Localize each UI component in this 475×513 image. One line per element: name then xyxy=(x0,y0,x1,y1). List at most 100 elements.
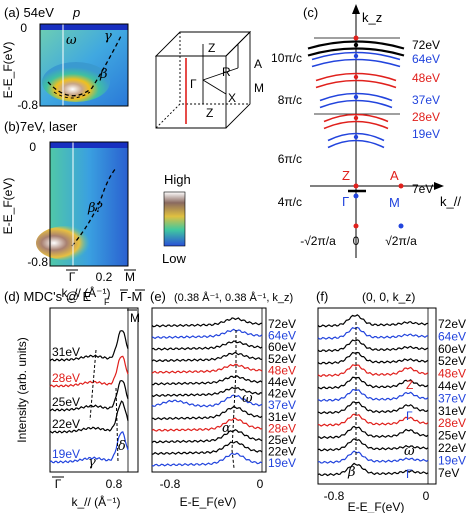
panel-c-energy-19eV: 19eV xyxy=(412,127,440,141)
panel-f-curve-37eV xyxy=(317,388,429,402)
panel-f-label-48eV: 48eV xyxy=(438,367,466,381)
panel-e-label: (e) xyxy=(150,289,166,304)
panel-d-dash-left xyxy=(89,349,97,421)
bz-label-a: A xyxy=(254,57,262,71)
panel-f-curve-19eV xyxy=(317,450,429,464)
panel-b-yaxis: E-E_F(eV) xyxy=(1,178,15,235)
panel-f-curve-22eV xyxy=(318,438,429,452)
panel-a-dispersion xyxy=(47,33,123,97)
panel-a-omega: ω xyxy=(66,33,77,48)
bz-gm-line xyxy=(202,67,239,81)
panel-d-label-22eV: 22eV xyxy=(52,417,80,431)
panel-d-gamma: γ xyxy=(88,455,96,470)
panel-c-ytick-10: 10π/c xyxy=(271,51,302,65)
panel-c-arc-72eV xyxy=(307,47,405,57)
panel-f-curve-7eV xyxy=(317,462,429,477)
panel-e-alpha: α xyxy=(222,421,231,436)
panel-e-label-19eV: 19eV xyxy=(268,456,296,470)
panel-c-kz-arrow xyxy=(352,4,360,14)
panel-c-xaxis: k_// xyxy=(440,194,461,209)
panel-f-label-72eV: 72eV xyxy=(438,317,466,331)
panel-c-arc-dot-37eV xyxy=(353,94,359,100)
panel-f-curve-28eV xyxy=(317,413,429,427)
panel-f-curve-72eV xyxy=(317,314,429,328)
panel-a-dispersion-inner xyxy=(53,91,91,99)
panel-e-label-42eV: 42eV xyxy=(268,387,296,401)
panel-c-arc-64eV xyxy=(311,58,401,68)
panel-e: (e) (0.38 Å⁻¹, 0.38 Å⁻¹, k_z) 72eV64eV60… xyxy=(150,289,296,509)
panel-c-arc-48eV xyxy=(315,72,397,82)
panel-a-label: (a) 54eV xyxy=(4,5,54,20)
panel-c-arcs xyxy=(307,40,405,149)
panel-e-label-31eV: 31eV xyxy=(268,410,296,424)
panel-e-curve-19eV xyxy=(151,452,263,467)
panel-d-xlabel: k_// (Å⁻¹) xyxy=(71,494,120,509)
panel-c-kpar-arrow xyxy=(434,182,444,190)
panel-e-label-37eV: 37eV xyxy=(268,398,296,412)
panel-d-mbar: M xyxy=(130,311,140,325)
panel-f-label-37eV: 37eV xyxy=(438,391,466,405)
panel-f-label-44eV: 44eV xyxy=(438,379,466,393)
panel-c-point-m: M xyxy=(389,195,400,210)
panel-a-yaxis: E-E_F(eV) xyxy=(1,42,15,99)
panel-c-energy-37eV: 37eV xyxy=(412,93,440,107)
panel-c-point-z: Z xyxy=(342,168,350,183)
panel-a-gamma: γ xyxy=(104,29,112,44)
panel-f-curve-25eV xyxy=(317,425,429,440)
panel-d-label-28eV: 28eV xyxy=(52,371,80,385)
panel-e-label-48eV: 48eV xyxy=(268,363,296,377)
panel-f-gamma2: Γ xyxy=(406,467,413,481)
bz-gx-line xyxy=(202,79,227,95)
panel-e-xtick-08: -0.8 xyxy=(160,477,181,491)
panel-c-xtick-0: 0 xyxy=(353,234,360,248)
panel-c-arc-dot-64eV xyxy=(353,53,359,59)
panel-f: (f) (0, 0, k_z) 72eV64eV60eV52eV48eV44eV… xyxy=(316,289,466,513)
panel-a-ytick-1: -0.8 xyxy=(17,98,38,112)
panel-f-frame xyxy=(317,307,437,485)
bz-labels: Z Z R A Γ X M xyxy=(190,41,264,120)
colorbar-low: Low xyxy=(162,251,186,266)
colorbar-high: High xyxy=(164,172,191,187)
panel-d-delta: δ xyxy=(118,439,126,454)
panel-c-energy-64eV: 64eV xyxy=(412,52,440,66)
panel-f-curve-48eV xyxy=(317,364,429,378)
panel-d-label-19eV: 19eV xyxy=(52,447,80,461)
panel-d-curves: 31eV 28eV 25eV 22eV 19eV xyxy=(49,330,129,464)
bz-label-z-top: Z xyxy=(208,41,215,55)
panel-f-beta: β xyxy=(347,465,356,480)
panel-e-label-52eV: 52eV xyxy=(268,352,296,366)
panel-f-label-60eV: 60eV xyxy=(438,342,466,356)
panel-c-ytick-8: 8π/c xyxy=(278,93,302,107)
panel-c-arc-37eV xyxy=(319,99,393,109)
panel-f-curve-52eV xyxy=(317,351,429,365)
panel-b-ytick-1: -0.8 xyxy=(27,255,48,269)
panel-a-pol: p xyxy=(72,5,80,20)
panel-a: (a) 54eV p ω γ β 0 -0.8 E-E_F(eV) xyxy=(1,5,129,112)
panel-e-curve-64eV xyxy=(151,328,263,340)
panel-d-xtick-gamma: Γ xyxy=(55,477,62,491)
panel-f-label: (f) xyxy=(316,289,328,304)
panel-d: (d) MDC's @ E F Γ-M M 31eV 28eV 25eV 22eV 19… xyxy=(4,289,145,509)
panel-e-title: (0.38 Å⁻¹, 0.38 Å⁻¹, k_z) xyxy=(174,291,293,304)
panel-c-energy-48eV: 48eV xyxy=(412,71,440,85)
panel-f-label-19eV: 19eV xyxy=(438,453,466,467)
bz-label-x: X xyxy=(228,91,236,105)
panel-b-annotation: β? xyxy=(87,201,104,216)
panel-d-curve-31eV xyxy=(49,330,129,362)
panel-c-yaxis: k_z xyxy=(362,10,382,25)
panel-b-xtick-m: M xyxy=(125,270,135,284)
panel-f-title: (0, 0, k_z) xyxy=(362,290,415,304)
panel-e-curve-22eV xyxy=(151,440,263,456)
panel-e-curve-25eV xyxy=(151,428,263,444)
panel-e-label-72eV: 72eV xyxy=(268,317,296,331)
panel-e-label-44eV: 44eV xyxy=(268,375,296,389)
panel-d-curve-28eV xyxy=(49,355,129,388)
panel-e-curve-44eV xyxy=(152,375,263,386)
panel-e-xtick-0: 0 xyxy=(257,477,264,491)
panel-b: (b)7eV, laser β? 0 -0.8 E-E_F(eV) Γ 0.2 … xyxy=(1,119,136,300)
colorbar: High Low xyxy=(162,172,191,266)
panel-d-label: (d) MDC's @ E xyxy=(4,289,92,304)
panel-c-arc-dot-28eV xyxy=(353,115,359,121)
panel-c-energy-72eV: 72eV xyxy=(412,38,440,52)
panel-f-label-22eV: 22eV xyxy=(438,441,466,455)
